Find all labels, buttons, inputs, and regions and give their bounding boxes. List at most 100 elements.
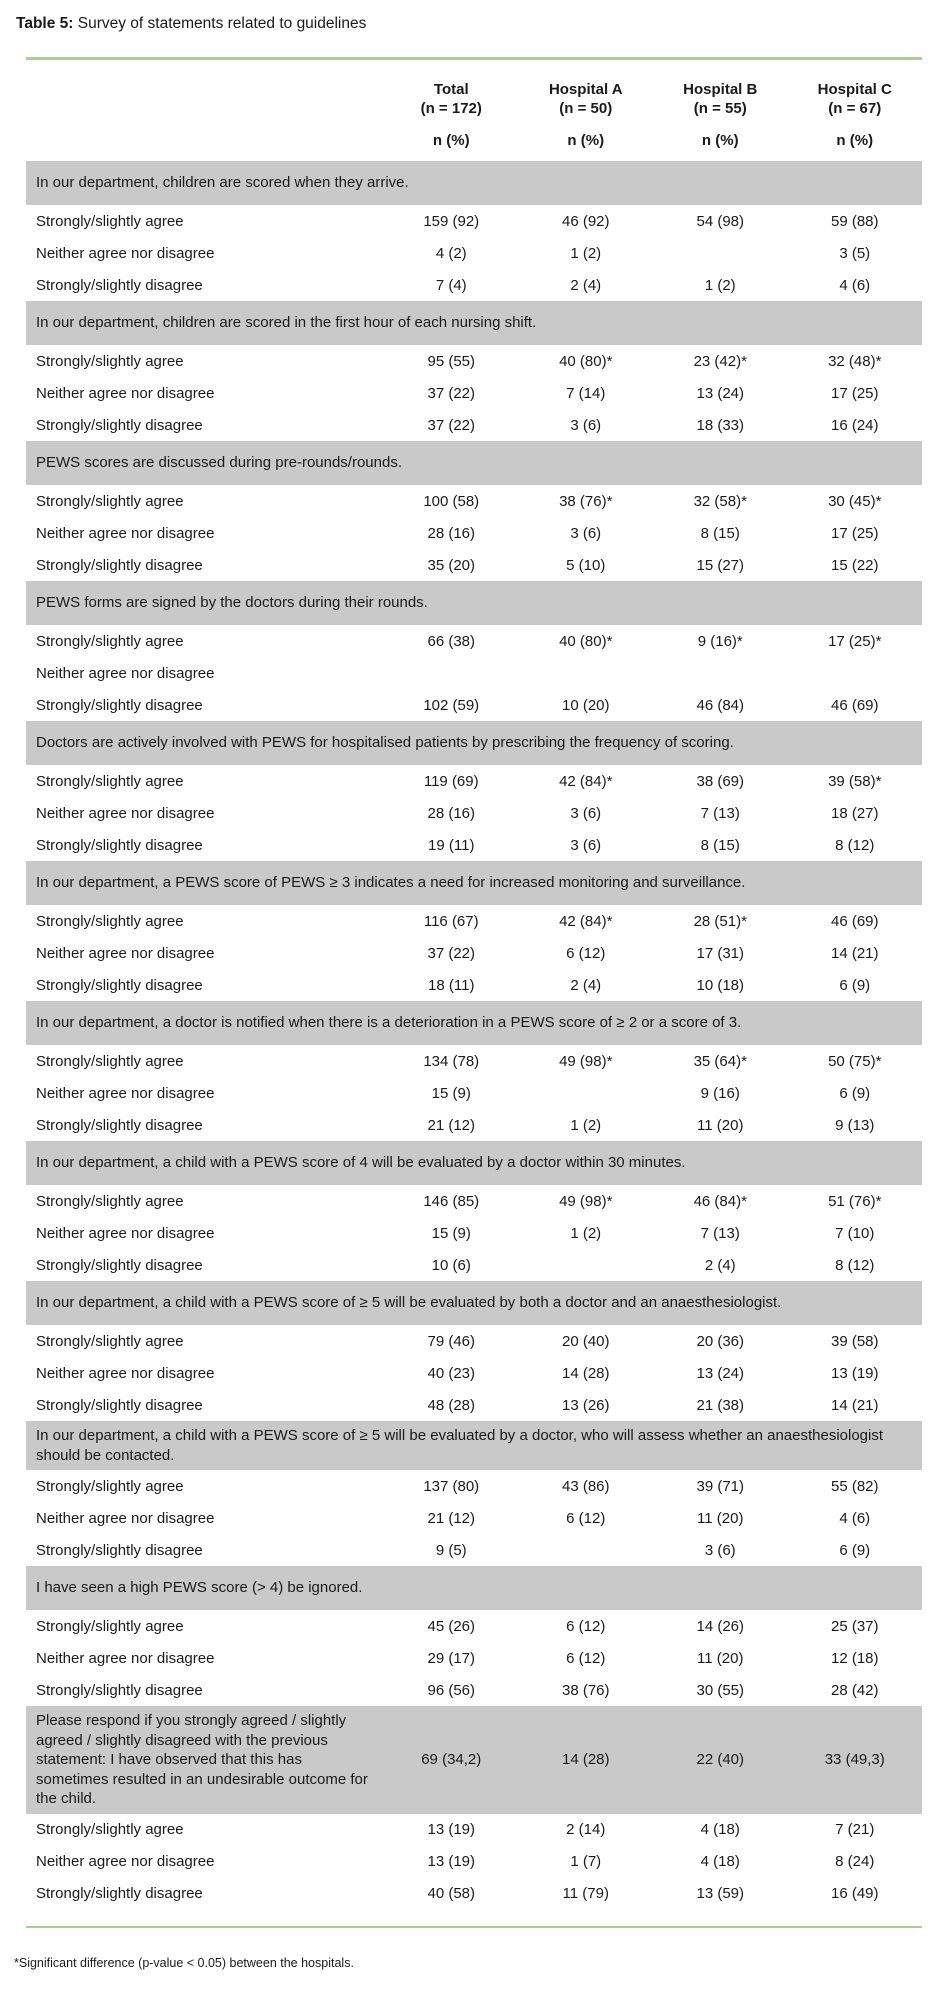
column-value-header: n (%) — [432, 132, 470, 149]
response-row: Strongly/slightly disagree 96 (56) 38 (76)… — [26, 1674, 922, 1706]
statement-band-4: PEWS forms are signed by the doctors dur… — [26, 581, 922, 625]
response-label: Strongly/slightly disagree — [36, 1541, 203, 1559]
column-header-row: Total (n = 172) n (%) Hospital A (n = 50) n (… — [26, 60, 922, 161]
value-cell: 39 (58)* — [828, 772, 882, 790]
response-row: Neither agree nor disagree 40 (23) 14 (28)… — [26, 1357, 922, 1389]
column-header-hospital-a: Hospital A (n = 50) n (%) — [519, 80, 654, 150]
response-row: Neither agree nor disagree 15 (9) 9 (16) 6 … — [26, 1077, 922, 1109]
response-row: Strongly/slightly agree 116 (67) 42 (84)* 2… — [26, 905, 922, 937]
response-row: Strongly/slightly agree 79 (46) 20 (40) 20 … — [26, 1325, 922, 1357]
value-cell: 42 (84)* — [559, 772, 613, 790]
value-cell: 40 (80)* — [559, 632, 613, 650]
column-name: Hospital C — [817, 81, 892, 98]
response-label: Strongly/slightly disagree — [36, 276, 203, 294]
value-cell: 46 (84)* — [693, 1192, 747, 1210]
response-row: Strongly/slightly disagree 48 (28) 13 (26)… — [26, 1389, 922, 1421]
table-body: In our department, children are scored w… — [0, 161, 948, 1910]
value-cell: 21 (38) — [696, 1396, 745, 1414]
value-cell: 32 (48)* — [828, 352, 882, 370]
value-cell: 11 (79) — [562, 1885, 609, 1902]
value-cell: 13 (19) — [427, 1853, 476, 1870]
value-cell: 48 (28) — [427, 1396, 476, 1414]
value-cell: 95 (55) — [427, 352, 476, 370]
value-cell: 3 (6) — [570, 416, 602, 434]
value-cell: 3 (6) — [570, 804, 602, 822]
value-cell: 40 (23) — [427, 1364, 476, 1382]
value-cell: 134 (78) — [423, 1052, 480, 1070]
value-cell: 6 (12) — [566, 1509, 606, 1527]
value-cell: 40 (80)* — [559, 352, 613, 370]
value-cell: 1 (2) — [570, 1224, 602, 1242]
column-sample-size: (n = 172) — [420, 100, 482, 117]
column-value-header: n (%) — [701, 132, 739, 149]
statement-text: In our department, a child with a PEWS s… — [36, 1427, 884, 1464]
statement-band-2: In our department, children are scored i… — [26, 301, 922, 345]
value-cell: 12 (18) — [830, 1649, 879, 1667]
value-cell: 17 (31) — [696, 944, 745, 962]
value-cell: 3 (6) — [570, 524, 602, 542]
value-cell: 46 (92) — [561, 212, 610, 230]
value-cell: 30 (45)* — [828, 492, 882, 510]
statement-text: Doctors are actively involved with PEWS … — [36, 734, 734, 752]
response-label: Neither agree nor disagree — [36, 1509, 215, 1527]
table-caption: Survey of statements related to guidelin… — [77, 15, 367, 32]
value-cell: 17 (25) — [830, 384, 879, 402]
value-cell: 46 (84) — [696, 696, 745, 714]
response-row: Strongly/slightly disagree 37 (22) 3 (6) 18… — [26, 409, 922, 441]
value-cell: 1 (2) — [570, 244, 602, 262]
statement-value-cell: 14 (28) — [561, 1751, 610, 1769]
response-row: Strongly/slightly disagree 40 (58) 11 (79)… — [26, 1878, 922, 1910]
value-cell: 7 (14) — [566, 384, 606, 402]
statement-band-6: In our department, a PEWS score of PEWS … — [26, 861, 922, 905]
column-header-hospital-b: Hospital B (n = 55) n (%) — [653, 80, 788, 150]
value-cell: 8 (12) — [835, 1256, 875, 1274]
column-sample-size: (n = 67) — [828, 100, 882, 117]
value-cell: 59 (88) — [830, 212, 879, 230]
value-cell: 116 (67) — [423, 912, 479, 930]
response-row: Neither agree nor disagree 21 (12) 6 (12) 1… — [26, 1502, 922, 1534]
response-label: Strongly/slightly agree — [36, 1617, 184, 1635]
value-cell: 159 (92) — [423, 212, 480, 230]
value-cell: 79 (46) — [427, 1332, 476, 1350]
value-cell: 6 (9) — [839, 976, 871, 994]
response-row: Neither agree nor disagree 37 (22) 6 (12) 1… — [26, 937, 922, 969]
response-label: Strongly/slightly agree — [36, 912, 184, 930]
value-cell: 13 (26) — [561, 1396, 610, 1414]
statement-text: Please respond if you strongly agreed / … — [36, 1712, 368, 1807]
response-row: Strongly/slightly disagree 10 (6) 2 (4) 8 (… — [26, 1249, 922, 1281]
value-cell: 13 (24) — [696, 384, 745, 402]
statement-text: In our department, a child with a PEWS s… — [36, 1294, 782, 1312]
value-cell: 51 (76)* — [828, 1192, 882, 1210]
value-cell: 40 (58) — [427, 1885, 476, 1902]
value-cell: 9 (16)* — [697, 632, 743, 650]
value-cell: 7 (10) — [835, 1224, 875, 1242]
value-cell: 137 (80) — [423, 1477, 480, 1495]
statement-text: PEWS scores are discussed during pre-rou… — [36, 454, 403, 472]
statement-band-1: In our department, children are scored w… — [26, 161, 922, 205]
response-row: Strongly/slightly agree 119 (69) 42 (84)* 3… — [26, 765, 922, 797]
statement-text: PEWS forms are signed by the doctors dur… — [36, 594, 428, 612]
value-cell: 28 (16) — [427, 804, 476, 822]
value-cell: 6 (9) — [839, 1084, 871, 1102]
response-row: Strongly/slightly disagree 7 (4) 2 (4) 1 (2… — [26, 269, 922, 301]
value-cell: 4 (2) — [435, 244, 467, 262]
value-cell: 13 (19) — [830, 1364, 879, 1382]
response-label: Neither agree nor disagree — [36, 524, 215, 542]
value-cell: 4 (18) — [700, 1821, 740, 1838]
response-row: Neither agree nor disagree 4 (2) 1 (2) 3 (5… — [26, 237, 922, 269]
statement-value-cell: 69 (34,2) — [421, 1751, 482, 1769]
value-cell: 10 (18) — [696, 976, 745, 994]
value-cell: 3 (5) — [839, 244, 871, 262]
response-row: Neither agree nor disagree 13 (19) 1 (7) 4 … — [26, 1846, 922, 1878]
bottom-rule — [26, 1925, 922, 1928]
response-row: Strongly/slightly agree 159 (92) 46 (92) 54… — [26, 205, 922, 237]
value-cell: 9 (13) — [835, 1116, 875, 1134]
value-cell: 16 (24) — [830, 416, 879, 434]
statement-band-8: In our department, a child with a PEWS s… — [26, 1141, 922, 1185]
value-cell: 8 (15) — [700, 836, 740, 854]
value-cell: 2 (14) — [566, 1821, 606, 1838]
value-cell: 46 (69) — [830, 912, 879, 930]
response-row: Strongly/slightly disagree 18 (11) 2 (4) 10… — [26, 969, 922, 1001]
response-row: Neither agree nor disagree 29 (17) 6 (12) 1… — [26, 1642, 922, 1674]
response-label: Strongly/slightly agree — [36, 1477, 184, 1495]
